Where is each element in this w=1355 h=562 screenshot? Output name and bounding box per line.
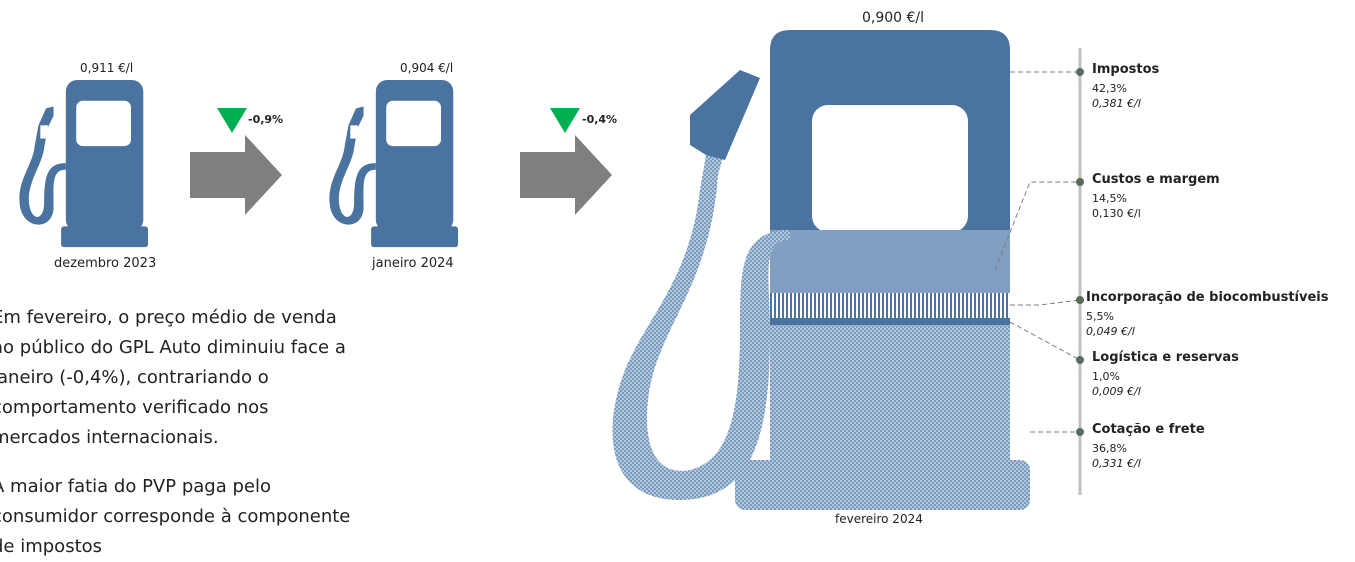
page: {"history": [{"price": "0,911 €/l", "lab… [0, 0, 1355, 528]
component-share: 14,5% [1092, 191, 1127, 206]
period-label: dezembro 2023 [54, 256, 156, 271]
change-label: -0,4% [582, 113, 617, 126]
paragraph: Em fevereiro, o preço médio de venda ao … [0, 303, 352, 453]
period-label: fevereiro 2024 [835, 512, 923, 526]
component-name: Logística e reservas [1092, 350, 1239, 365]
down-triangle [217, 108, 247, 133]
price-label: 0,900 €/l [862, 10, 924, 26]
down-triangle [550, 108, 580, 133]
component-share: 42,3% [1092, 81, 1127, 96]
change-label: -0,9% [248, 113, 283, 126]
component-name: Incorporação de biocombustíveis [1086, 290, 1328, 305]
component-share: 1,0% [1092, 369, 1120, 384]
component-share: 5,5% [1086, 309, 1114, 324]
component-name: Cotação e frete [1092, 422, 1205, 437]
pump-icon [329, 80, 458, 247]
component-price: 0,049 €/l [1086, 324, 1135, 339]
main-pump [612, 30, 1030, 510]
component-share: 36,8% [1092, 441, 1127, 456]
component-price: 0,009 €/l [1092, 384, 1141, 399]
price-label: 0,904 €/l [400, 61, 453, 75]
period-label: janeiro 2024 [372, 256, 454, 271]
component-price: 0,331 €/l [1092, 456, 1141, 471]
component-name: Impostos [1092, 62, 1159, 77]
component-price: 0,381 €/l [1092, 96, 1141, 111]
price-label: 0,911 €/l [80, 61, 133, 75]
component-price: 0,130 €/l [1092, 206, 1141, 221]
paragraph: A maior fatia do PVP paga pelo consumido… [0, 472, 352, 562]
component-name: Custos e margem [1092, 172, 1220, 187]
pump-icon [19, 80, 148, 247]
arrow [520, 135, 612, 215]
arrow [190, 135, 282, 215]
